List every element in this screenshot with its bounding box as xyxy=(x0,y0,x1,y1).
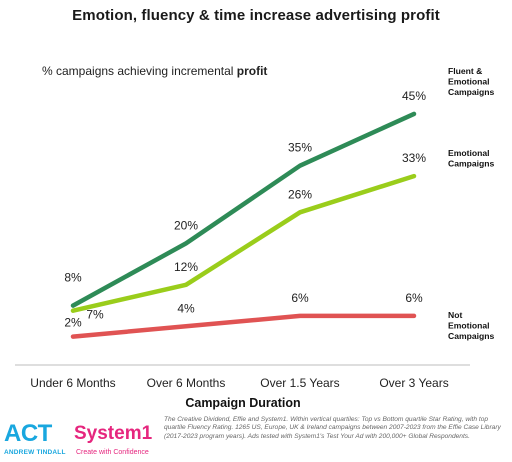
data-label-2-3: 6% xyxy=(405,291,423,305)
data-label-0-1: 20% xyxy=(174,218,198,232)
data-label-2-0: 2% xyxy=(64,316,82,330)
x-tick-label-0: Under 6 Months xyxy=(30,376,115,390)
data-label-1-1: 12% xyxy=(174,260,198,274)
data-label-2-1: 4% xyxy=(177,301,195,315)
subtitle-emphasis: profit xyxy=(236,64,268,78)
series-line-1 xyxy=(70,173,417,313)
data-label-1-3: 33% xyxy=(402,151,426,165)
chart-title: Emotion, fluency & time increase adverti… xyxy=(72,7,440,24)
subtitle-prefix: % campaigns achieving incremental xyxy=(42,64,237,78)
chart-subtitle: % campaigns achieving incremental profit xyxy=(42,64,267,78)
data-label-0-2: 35% xyxy=(288,141,312,155)
series-label-2: Not Emotional Campaigns xyxy=(448,310,495,341)
series-label-0: Fluent & Emotional Campaigns xyxy=(448,66,495,97)
data-label-1-0: 7% xyxy=(86,308,104,322)
act-logo-subtitle: ANDREW TINDALL xyxy=(4,449,66,456)
line-chart: 8% 20% 35% 45% Fluent & Emotional Campaigns 7% 1… xyxy=(15,66,495,410)
system1-tagline: Create with Confidence xyxy=(76,449,149,456)
x-axis-title: Campaign Duration xyxy=(185,396,300,410)
series-line-0 xyxy=(70,111,417,308)
system1-logo: System1 xyxy=(74,423,153,444)
series-label-1: Emotional Campaigns xyxy=(448,148,495,169)
act-logo: ACT xyxy=(4,420,52,447)
series-line-2 xyxy=(70,313,417,339)
data-label-1-2: 26% xyxy=(288,187,312,201)
x-tick-label-1: Over 6 Months xyxy=(147,376,226,390)
data-label-0-3: 45% xyxy=(402,89,426,103)
x-tick-label-3: Over 3 Years xyxy=(379,376,448,390)
footer-logos: ACT ANDREW TINDALL System1 Create with C… xyxy=(4,421,164,461)
x-tick-label-2: Over 1.5 Years xyxy=(260,376,339,390)
data-label-2-2: 6% xyxy=(291,291,309,305)
data-label-0-0: 8% xyxy=(64,271,82,285)
source-note: The Creative Dividend, Effie and System1… xyxy=(164,416,501,440)
